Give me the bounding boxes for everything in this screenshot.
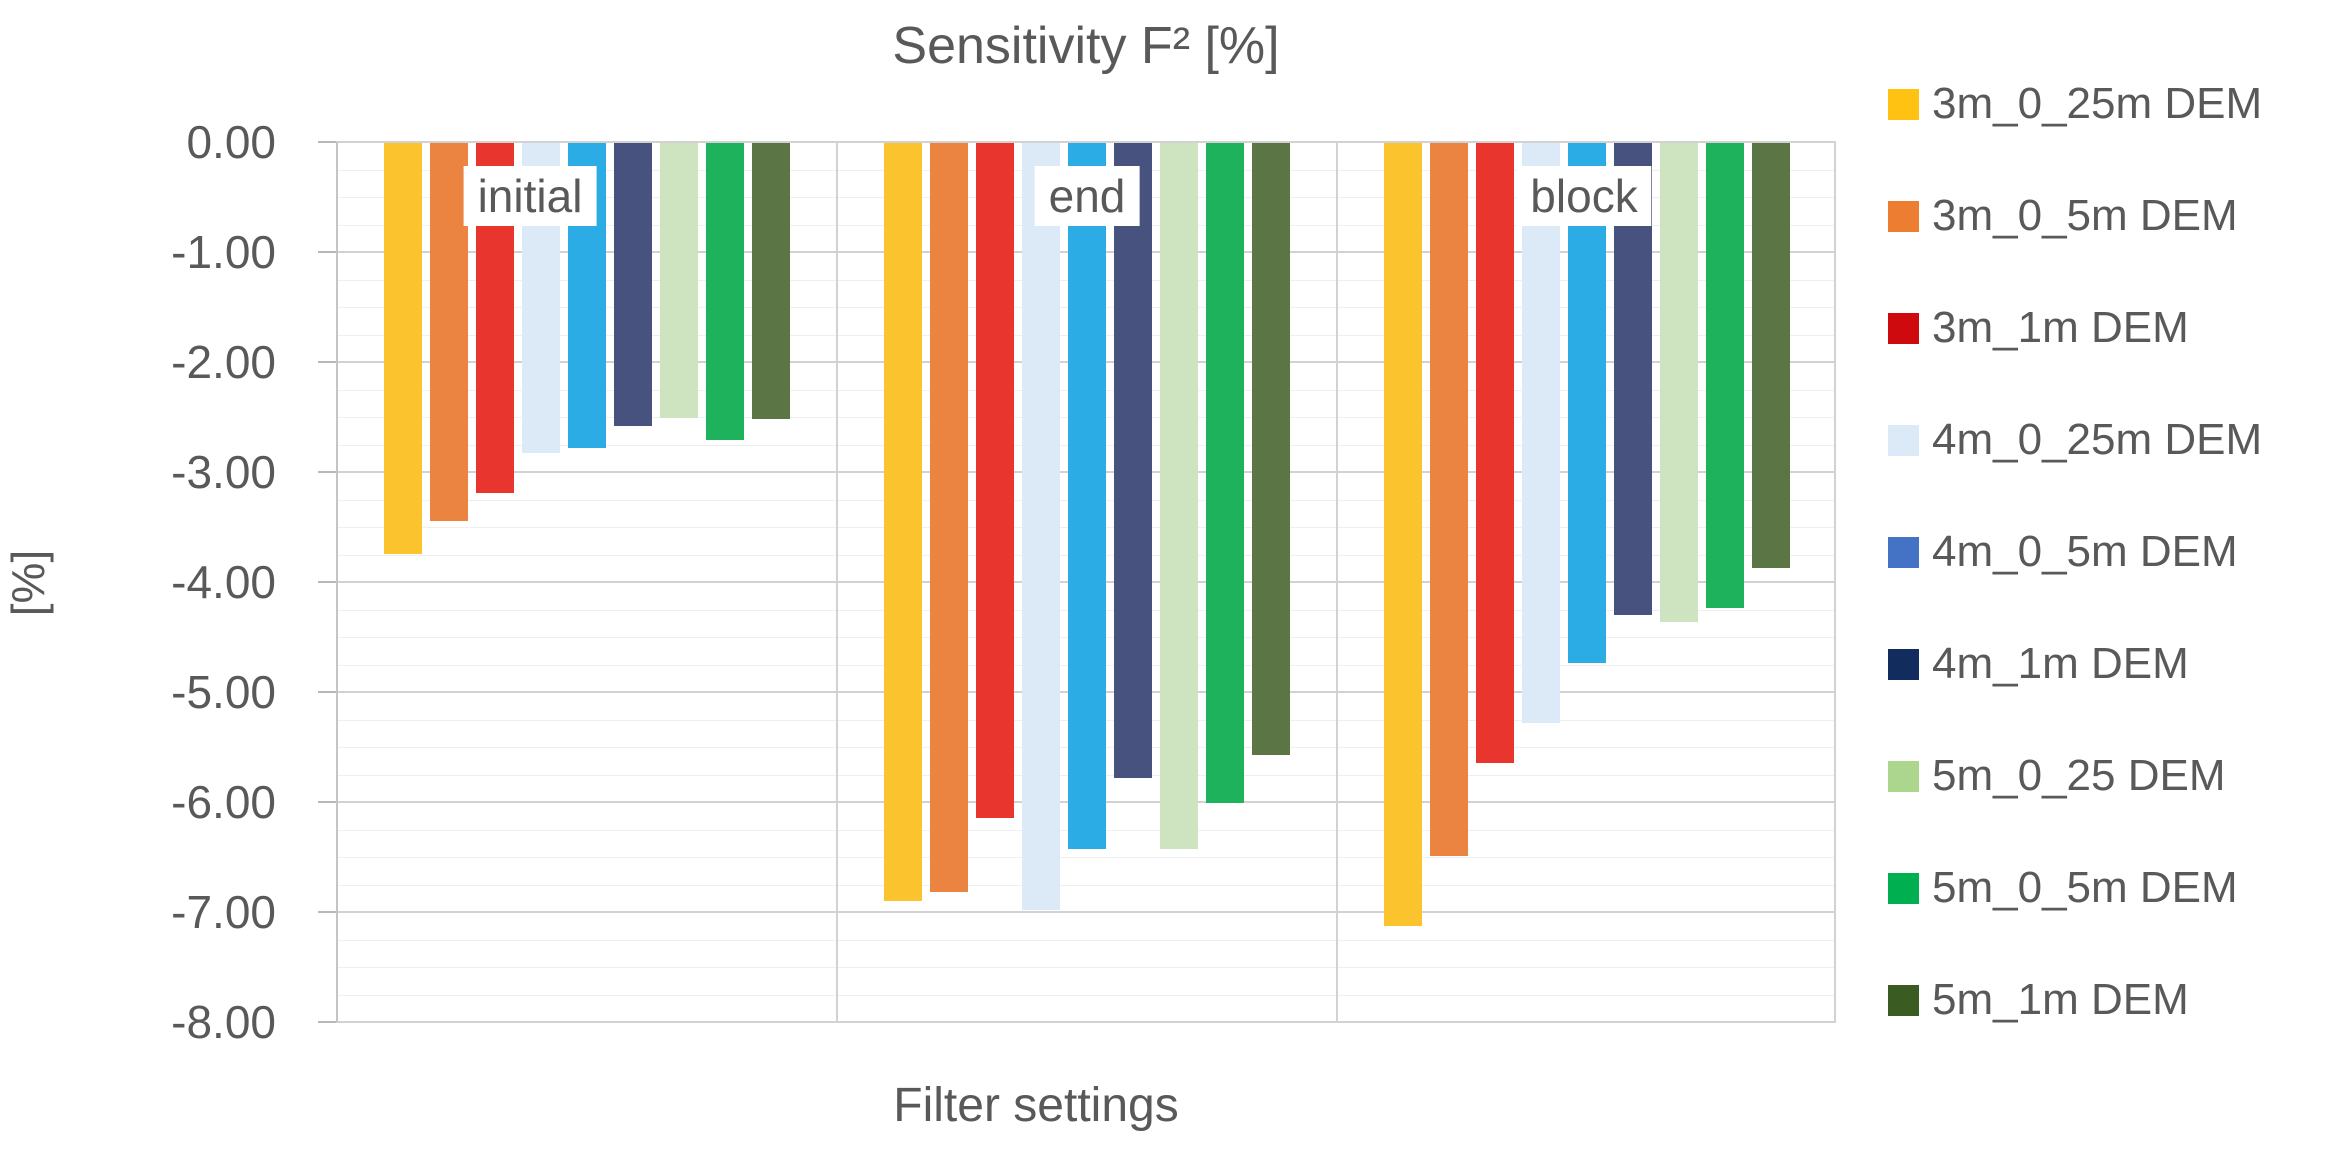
category-label-initial: initial <box>463 166 597 226</box>
legend-swatch-icon <box>1888 648 1919 680</box>
y-axis-line <box>336 142 338 1022</box>
bar-5m_0_5m-DEM-initial <box>706 143 744 440</box>
bar-4m_0_5m-DEM-end <box>1068 143 1106 850</box>
legend-swatch-icon <box>1888 872 1919 904</box>
legend-item: 5m_0_25 DEM <box>1888 754 2225 798</box>
legend-label: 4m_0_5m DEM <box>1932 527 2238 576</box>
bar-3m_0_5m-DEM-end <box>930 143 968 893</box>
legend-swatch-icon <box>1888 424 1919 456</box>
legend-swatch-icon <box>1888 984 1919 1016</box>
y-tick-mark <box>318 911 336 913</box>
y-tick-mark <box>318 251 336 253</box>
category-label-block: block <box>1516 166 1652 226</box>
y-tick-label: 0.00 <box>186 116 276 168</box>
bar-5m_1m-DEM-block <box>1752 143 1790 568</box>
bar-3m_1m-DEM-end <box>976 143 1014 819</box>
bar-5m_1m-DEM-end <box>1252 143 1290 755</box>
legend-item: 3m_0_5m DEM <box>1888 194 2238 238</box>
bar-5m_1m-DEM-initial <box>752 143 790 420</box>
gridline-minor <box>336 939 1836 941</box>
bar-4m_1m-DEM-initial <box>614 143 652 426</box>
gridline-major <box>336 141 1836 143</box>
legend-swatch-icon <box>1888 200 1919 232</box>
bar-5m_0_5m-DEM-end <box>1206 143 1244 803</box>
legend-label: 5m_0_5m DEM <box>1932 863 2238 912</box>
legend-label: 4m_0_25m DEM <box>1932 415 2263 464</box>
legend-item: 4m_0_5m DEM <box>1888 530 2238 574</box>
y-tick-label: -5.00 <box>171 666 276 718</box>
bar-3m_0_5m-DEM-block <box>1430 143 1468 856</box>
gridline-minor <box>336 967 1836 968</box>
gridline-major <box>336 911 1836 913</box>
legend-item: 4m_1m DEM <box>1888 642 2189 686</box>
legend-item: 5m_1m DEM <box>1888 978 2189 1022</box>
y-tick-mark <box>318 141 336 143</box>
bar-3m_0_25m-DEM-block <box>1384 143 1422 927</box>
y-tick-mark <box>318 581 336 583</box>
bar-5m_0_25-DEM-block <box>1660 143 1698 622</box>
y-tick-label: -7.00 <box>171 886 276 938</box>
y-tick-mark <box>318 691 336 693</box>
y-tick-label: -4.00 <box>171 556 276 608</box>
gridline-minor <box>336 857 1836 858</box>
bar-4m_1m-DEM-end <box>1114 143 1152 778</box>
category-boundary-line <box>836 142 838 1022</box>
category-label-end: end <box>1034 166 1140 226</box>
bar-5m_0_25-DEM-end <box>1160 143 1198 850</box>
bar-3m_0_25m-DEM-end <box>884 143 922 901</box>
legend-swatch-icon <box>1888 760 1919 792</box>
legend-label: 5m_1m DEM <box>1932 975 2189 1024</box>
gridline-minor <box>336 994 1836 996</box>
bar-4m_0_25m-DEM-block <box>1522 143 1560 723</box>
legend-item: 3m_0_25m DEM <box>1888 82 2262 126</box>
chart-title: Sensitivity F² [%] <box>892 17 1280 75</box>
bar-3m_0_5m-DEM-initial <box>430 143 468 522</box>
bar-3m_0_25m-DEM-initial <box>384 143 422 555</box>
bar-5m_0_25-DEM-initial <box>660 143 698 418</box>
y-tick-label: -6.00 <box>171 776 276 828</box>
legend-item: 5m_0_5m DEM <box>1888 866 2238 910</box>
plot-area: 0.00 -1.00 -2.00 -3.00 -4.00 -5.00 -6.00 -7.00 -… <box>171 119 1836 1045</box>
legend-item: 3m_1m DEM <box>1888 306 2189 350</box>
legend-item: 4m_0_25m DEM <box>1888 418 2262 462</box>
bar-3m_1m-DEM-block <box>1476 143 1514 764</box>
legend-swatch-icon <box>1888 312 1919 344</box>
y-tick-mark <box>318 361 336 363</box>
y-tick-mark <box>318 471 336 473</box>
bar-5m_0_5m-DEM-block <box>1706 143 1744 609</box>
legend-label: 3m_1m DEM <box>1932 303 2189 352</box>
y-tick-mark <box>318 1021 336 1023</box>
bar-4m_0_25m-DEM-end <box>1022 143 1060 910</box>
y-tick-label: -8.00 <box>171 996 276 1048</box>
category-boundary-line <box>1336 142 1338 1022</box>
bar-4m_0_5m-DEM-block <box>1568 143 1606 664</box>
legend-label: 5m_0_25 DEM <box>1932 751 2226 800</box>
legend-swatch-icon <box>1888 88 1919 120</box>
legend-swatch-icon <box>1888 536 1919 568</box>
y-tick-label: -1.00 <box>171 226 276 278</box>
x-axis-title: Filter settings <box>893 1079 1179 1132</box>
gridline-minor <box>336 884 1836 886</box>
y-tick-label: -2.00 <box>171 336 276 388</box>
legend-label: 4m_1m DEM <box>1932 639 2189 688</box>
legend-label: 3m_0_25m DEM <box>1932 79 2263 128</box>
y-tick-mark <box>318 801 336 803</box>
category-boundary-line <box>1834 142 1836 1022</box>
legend-label: 3m_0_5m DEM <box>1932 191 2238 240</box>
gridline-major <box>336 1021 1836 1023</box>
y-tick-label: -3.00 <box>171 446 276 498</box>
